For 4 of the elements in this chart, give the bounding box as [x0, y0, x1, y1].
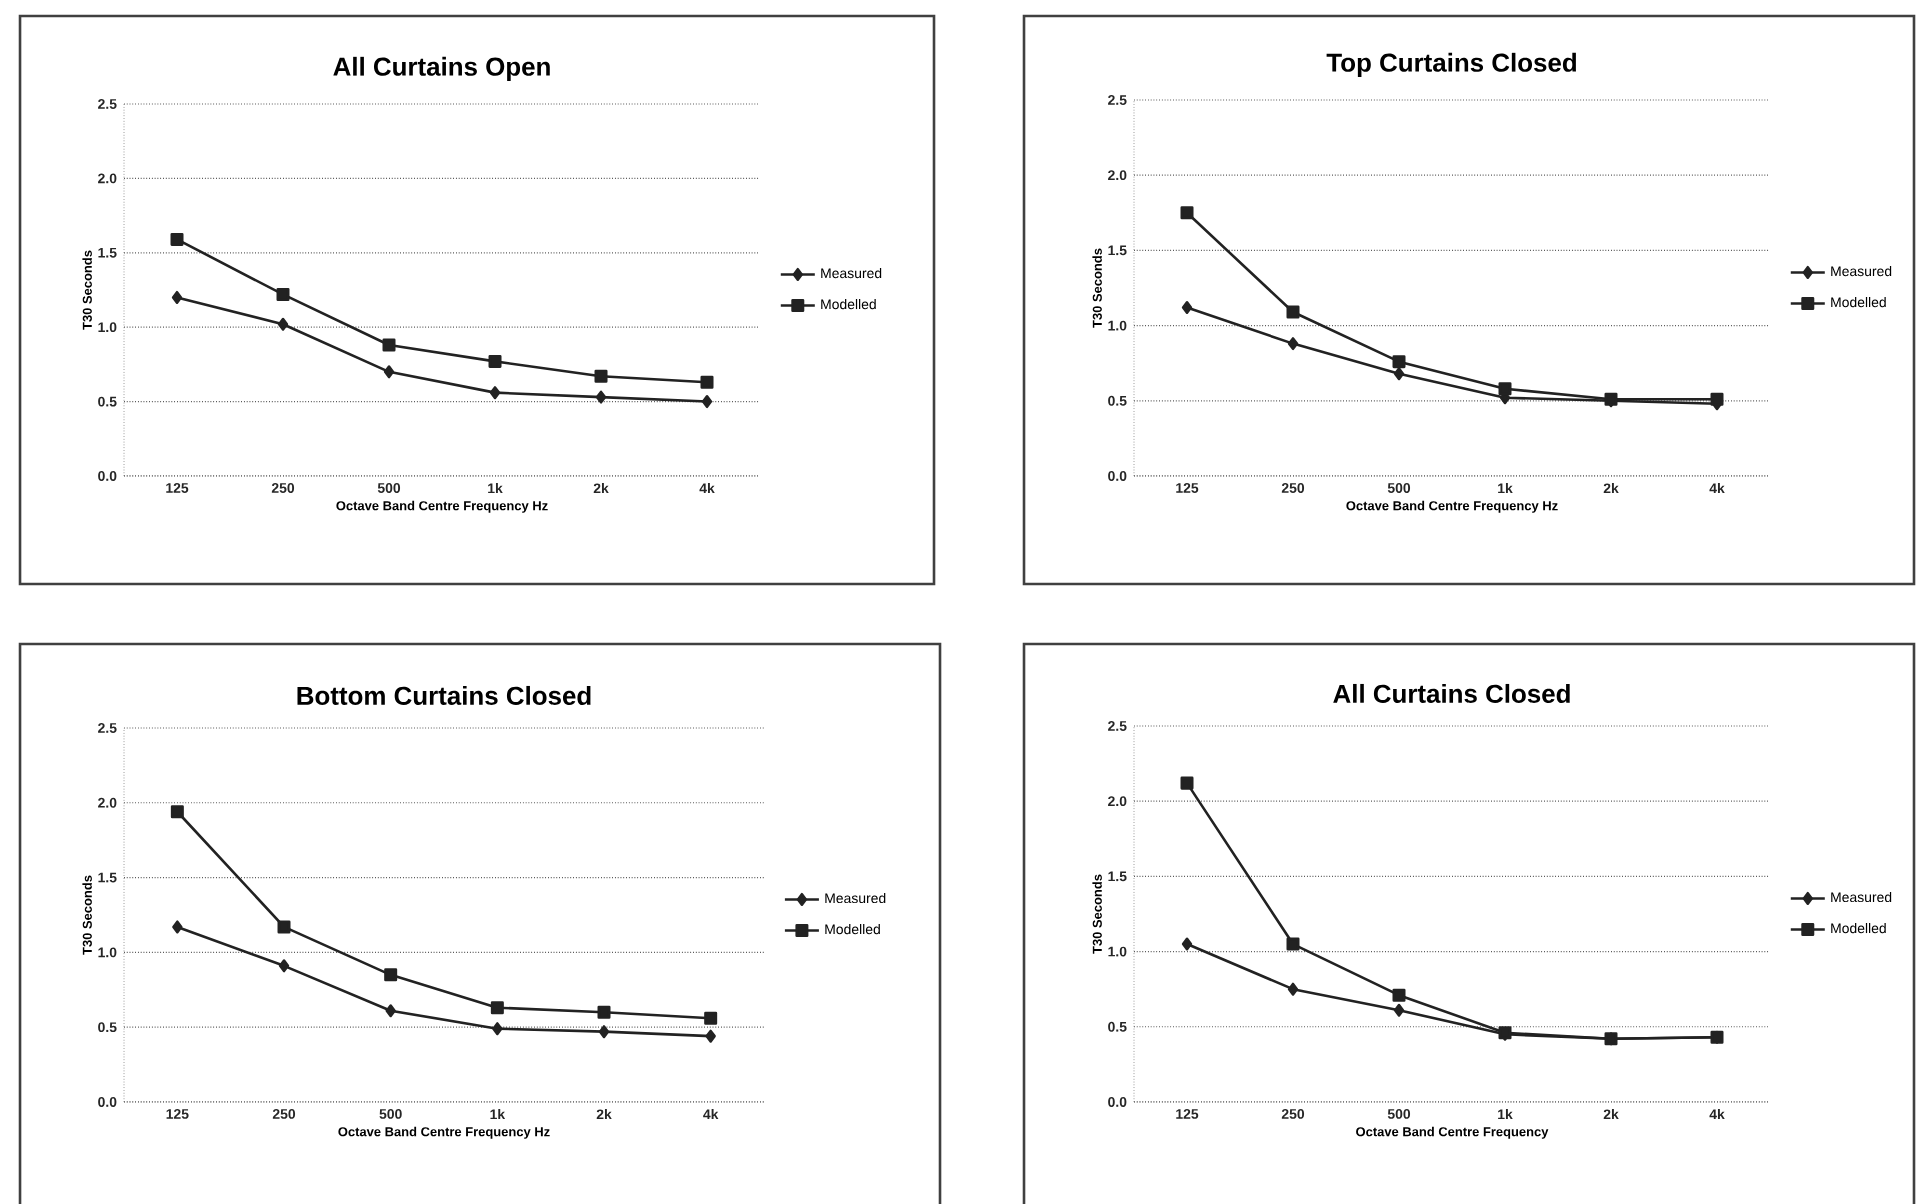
- chart-title: All Curtains Closed: [1333, 683, 1570, 703]
- chart-title: All Curtains Open: [333, 56, 550, 81]
- chart-title: Bottom Curtains Closed: [297, 685, 591, 705]
- chart-title: Top Curtains Closed: [1326, 52, 1576, 77]
